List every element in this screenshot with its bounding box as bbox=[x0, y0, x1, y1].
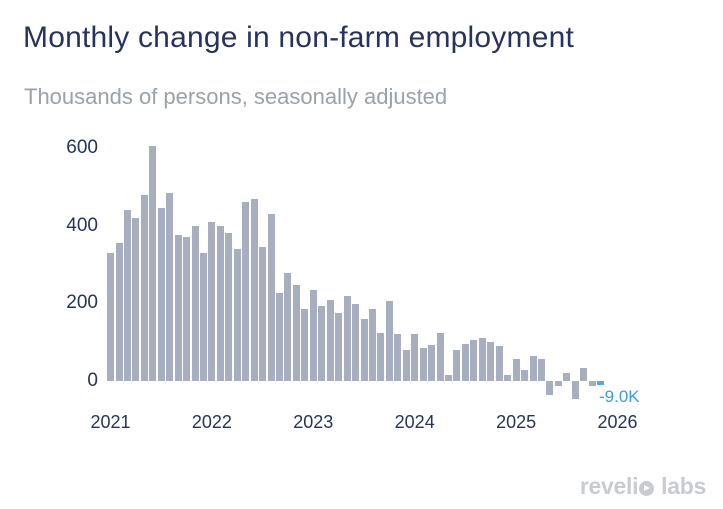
logo-text-revelio: reveli bbox=[579, 473, 639, 499]
x-axis-tick-label: 2023 bbox=[293, 412, 334, 432]
y-axis-tick-label: 600 bbox=[66, 137, 98, 158]
revelio-o-icon bbox=[639, 480, 655, 496]
bar bbox=[546, 381, 554, 396]
y-axis-tick-label: 200 bbox=[66, 292, 98, 314]
bar bbox=[292, 284, 300, 381]
bar bbox=[563, 372, 571, 381]
bar bbox=[495, 346, 503, 381]
y-axis-tick-label: 400 bbox=[66, 214, 98, 236]
bar bbox=[216, 225, 224, 381]
bar bbox=[428, 345, 436, 381]
bar bbox=[571, 381, 579, 399]
bar bbox=[343, 296, 351, 381]
bar bbox=[183, 237, 191, 381]
bar bbox=[242, 201, 250, 381]
bar bbox=[512, 358, 520, 381]
bar bbox=[309, 290, 317, 381]
bar bbox=[461, 344, 469, 381]
bar bbox=[149, 146, 157, 381]
bar bbox=[588, 381, 596, 386]
x-axis-tick-label: 2022 bbox=[191, 412, 232, 432]
bar bbox=[402, 349, 410, 381]
logo-text-labs: labs bbox=[661, 473, 706, 499]
bar bbox=[487, 342, 495, 381]
bar bbox=[191, 225, 199, 381]
bar bbox=[267, 214, 275, 381]
bar bbox=[301, 308, 309, 381]
x-axis-tick-label: 2024 bbox=[394, 412, 435, 432]
bar bbox=[233, 249, 241, 381]
bar bbox=[554, 381, 562, 387]
bar bbox=[174, 235, 182, 381]
bar bbox=[521, 369, 528, 381]
bar bbox=[411, 334, 419, 381]
bar bbox=[580, 368, 588, 381]
bar bbox=[208, 221, 216, 381]
bar bbox=[445, 375, 452, 381]
bar bbox=[368, 308, 376, 381]
bar bbox=[284, 273, 292, 381]
bar bbox=[377, 332, 385, 381]
bar bbox=[504, 375, 512, 381]
bar bbox=[326, 299, 334, 381]
bar-chart: -9.0K 0 200 400 600 2021 2022 2023 2024 2025 2026 bbox=[66, 137, 640, 432]
bar bbox=[352, 303, 359, 381]
page-subtitle: Thousands of persons, seasonally adjuste… bbox=[24, 84, 448, 109]
x-axis-tick-label: 2026 bbox=[597, 412, 638, 432]
bar bbox=[335, 313, 343, 381]
last-value-label: -9.0K bbox=[599, 387, 640, 406]
bar bbox=[538, 358, 545, 381]
x-axis-tick-label: 2025 bbox=[496, 412, 537, 432]
page-title: Monthly change in non-farm employment bbox=[23, 21, 575, 54]
bar bbox=[250, 198, 258, 381]
bar bbox=[453, 349, 461, 381]
bar bbox=[276, 292, 283, 381]
bar bbox=[597, 381, 605, 385]
bar bbox=[199, 252, 207, 381]
bar bbox=[166, 192, 174, 381]
bar bbox=[419, 347, 427, 381]
bar bbox=[436, 332, 444, 381]
y-axis-tick-label: 0 bbox=[87, 370, 98, 391]
bar bbox=[115, 243, 123, 381]
bar bbox=[225, 233, 233, 381]
bar bbox=[478, 338, 486, 381]
bar bbox=[259, 247, 267, 381]
bar bbox=[132, 217, 140, 381]
bar bbox=[157, 208, 165, 381]
bar bbox=[318, 306, 326, 381]
bar bbox=[394, 334, 402, 381]
bar bbox=[529, 356, 537, 381]
bar bbox=[385, 300, 393, 381]
bar bbox=[360, 318, 368, 381]
x-axis-tick-label: 2021 bbox=[90, 412, 131, 432]
revelio-labs-logo: reveli labs bbox=[580, 473, 706, 500]
bar bbox=[123, 210, 131, 381]
bar bbox=[140, 194, 148, 381]
bar bbox=[107, 252, 114, 381]
bar bbox=[470, 340, 478, 381]
